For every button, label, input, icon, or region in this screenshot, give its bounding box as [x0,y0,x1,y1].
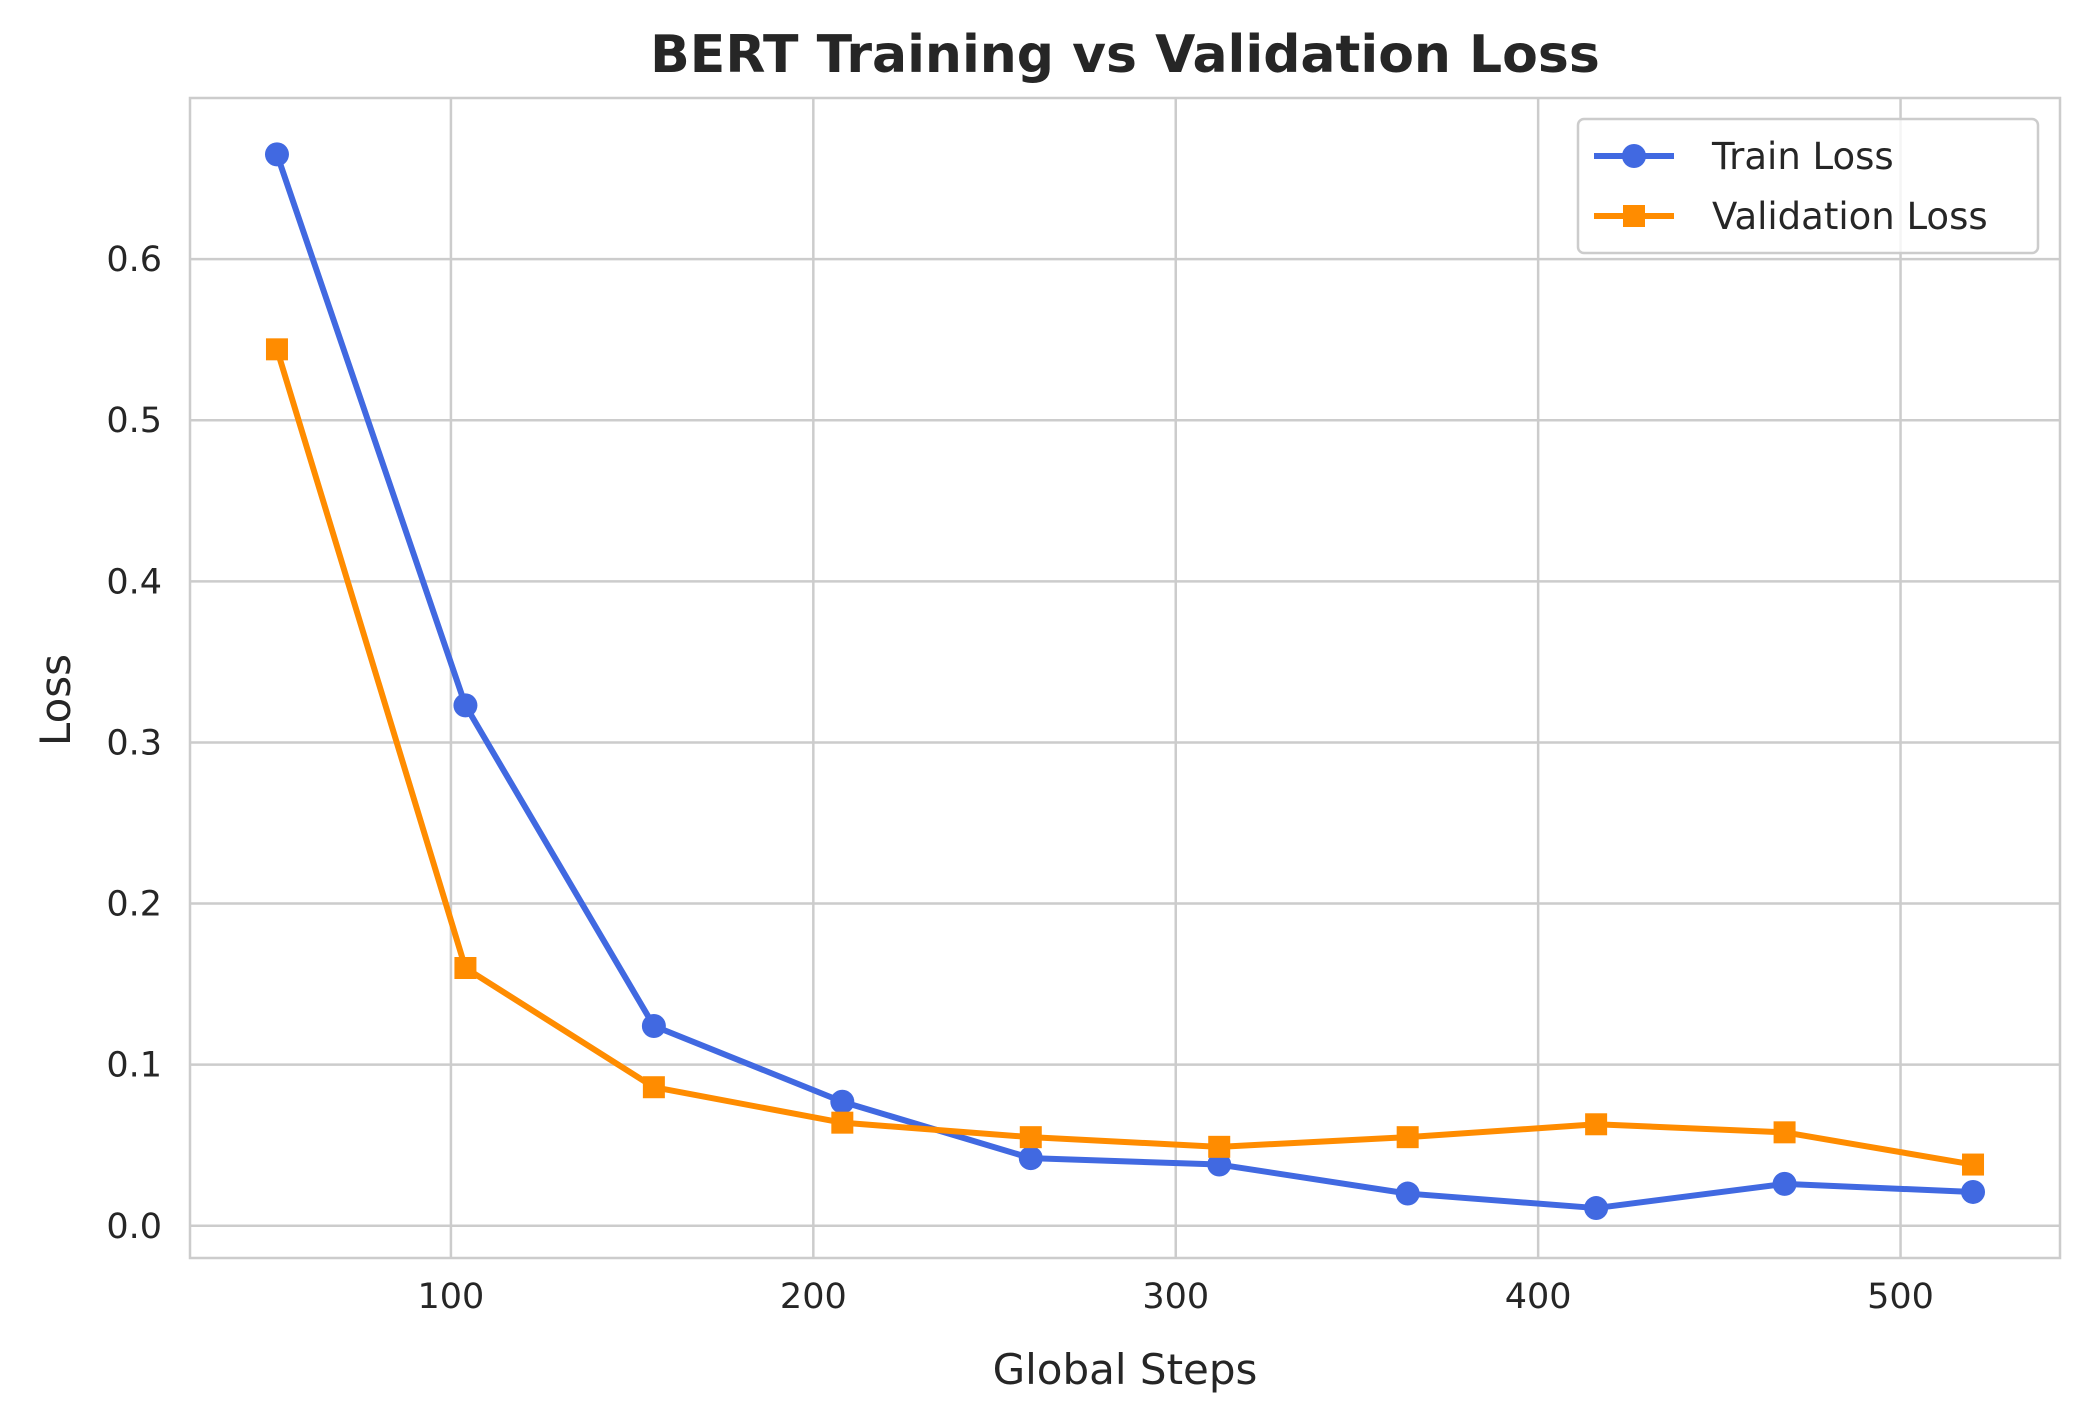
train-loss-point [1961,1179,1986,1204]
train-loss-point [453,693,478,718]
legend-label: Train Loss [1711,135,1894,178]
legend: Train Loss Validation Loss [1576,117,2040,255]
validation-loss-point [831,1111,854,1134]
train-loss-point [641,1014,666,1038]
train-loss-point [1395,1181,1420,1206]
x-tick-label: 200 [780,1277,847,1317]
y-tick-label: 0.5 [106,401,162,441]
validation-loss-point [1962,1153,1985,1176]
axes-frame [188,96,2062,1260]
train-loss-point [264,142,289,167]
chart-title: BERT Training vs Validation Loss [650,25,1600,85]
x-tick-label: 500 [1867,1277,1934,1317]
y-tick-label: 0.2 [106,885,162,925]
validation-loss-point [1019,1126,1042,1149]
train-loss-point [1207,1152,1232,1177]
validation-loss-line [273,346,1977,1168]
y-tick-label: 0.0 [106,1207,162,1247]
validation-loss-point [1773,1121,1796,1144]
train-loss-point [1772,1171,1797,1196]
y-axis-label: Loss [31,654,80,746]
series-layer [264,142,1986,1221]
validation-loss-point [1396,1126,1419,1149]
train-loss-series [264,142,1986,1221]
x-tick-label: 300 [1142,1277,1209,1317]
train-loss-point [1584,1196,1609,1221]
validation-loss-point [642,1076,665,1099]
x-axis-label: Global Steps [993,1345,1258,1394]
legend-entry-validation-loss: Validation Loss [1594,195,1988,238]
x-tick-label: 100 [418,1277,485,1317]
legend-entry-train-loss: Train Loss [1594,135,1894,178]
validation-loss-point [454,957,477,979]
y-tick-label: 0.6 [106,240,162,280]
legend-swatch-marker [1623,205,1645,227]
validation-loss-point [1208,1135,1231,1158]
validation-loss-point [1585,1113,1608,1136]
legend-label: Validation Loss [1712,195,1988,238]
legend-entries: Train Loss Validation Loss [1594,135,1988,238]
y-tick-label: 0.4 [106,562,162,602]
grid-layer [190,98,2060,1258]
legend-swatch-marker [1622,144,1646,168]
y-tick-label: 0.3 [106,723,162,763]
train-loss-point [830,1089,855,1114]
y-tick-label: 0.1 [106,1046,162,1086]
x-tick-label: 400 [1505,1277,1572,1317]
tick-layer: 100 200 300 400 500 0.0 0.1 0.2 0.3 0.4 0.5 0.6 [106,240,1934,1317]
train-loss-line [273,151,1977,1212]
legend-box [1576,117,2040,255]
train-loss-point [1018,1146,1043,1171]
validation-loss-point [265,338,288,361]
validation-loss-series [265,338,1985,1176]
